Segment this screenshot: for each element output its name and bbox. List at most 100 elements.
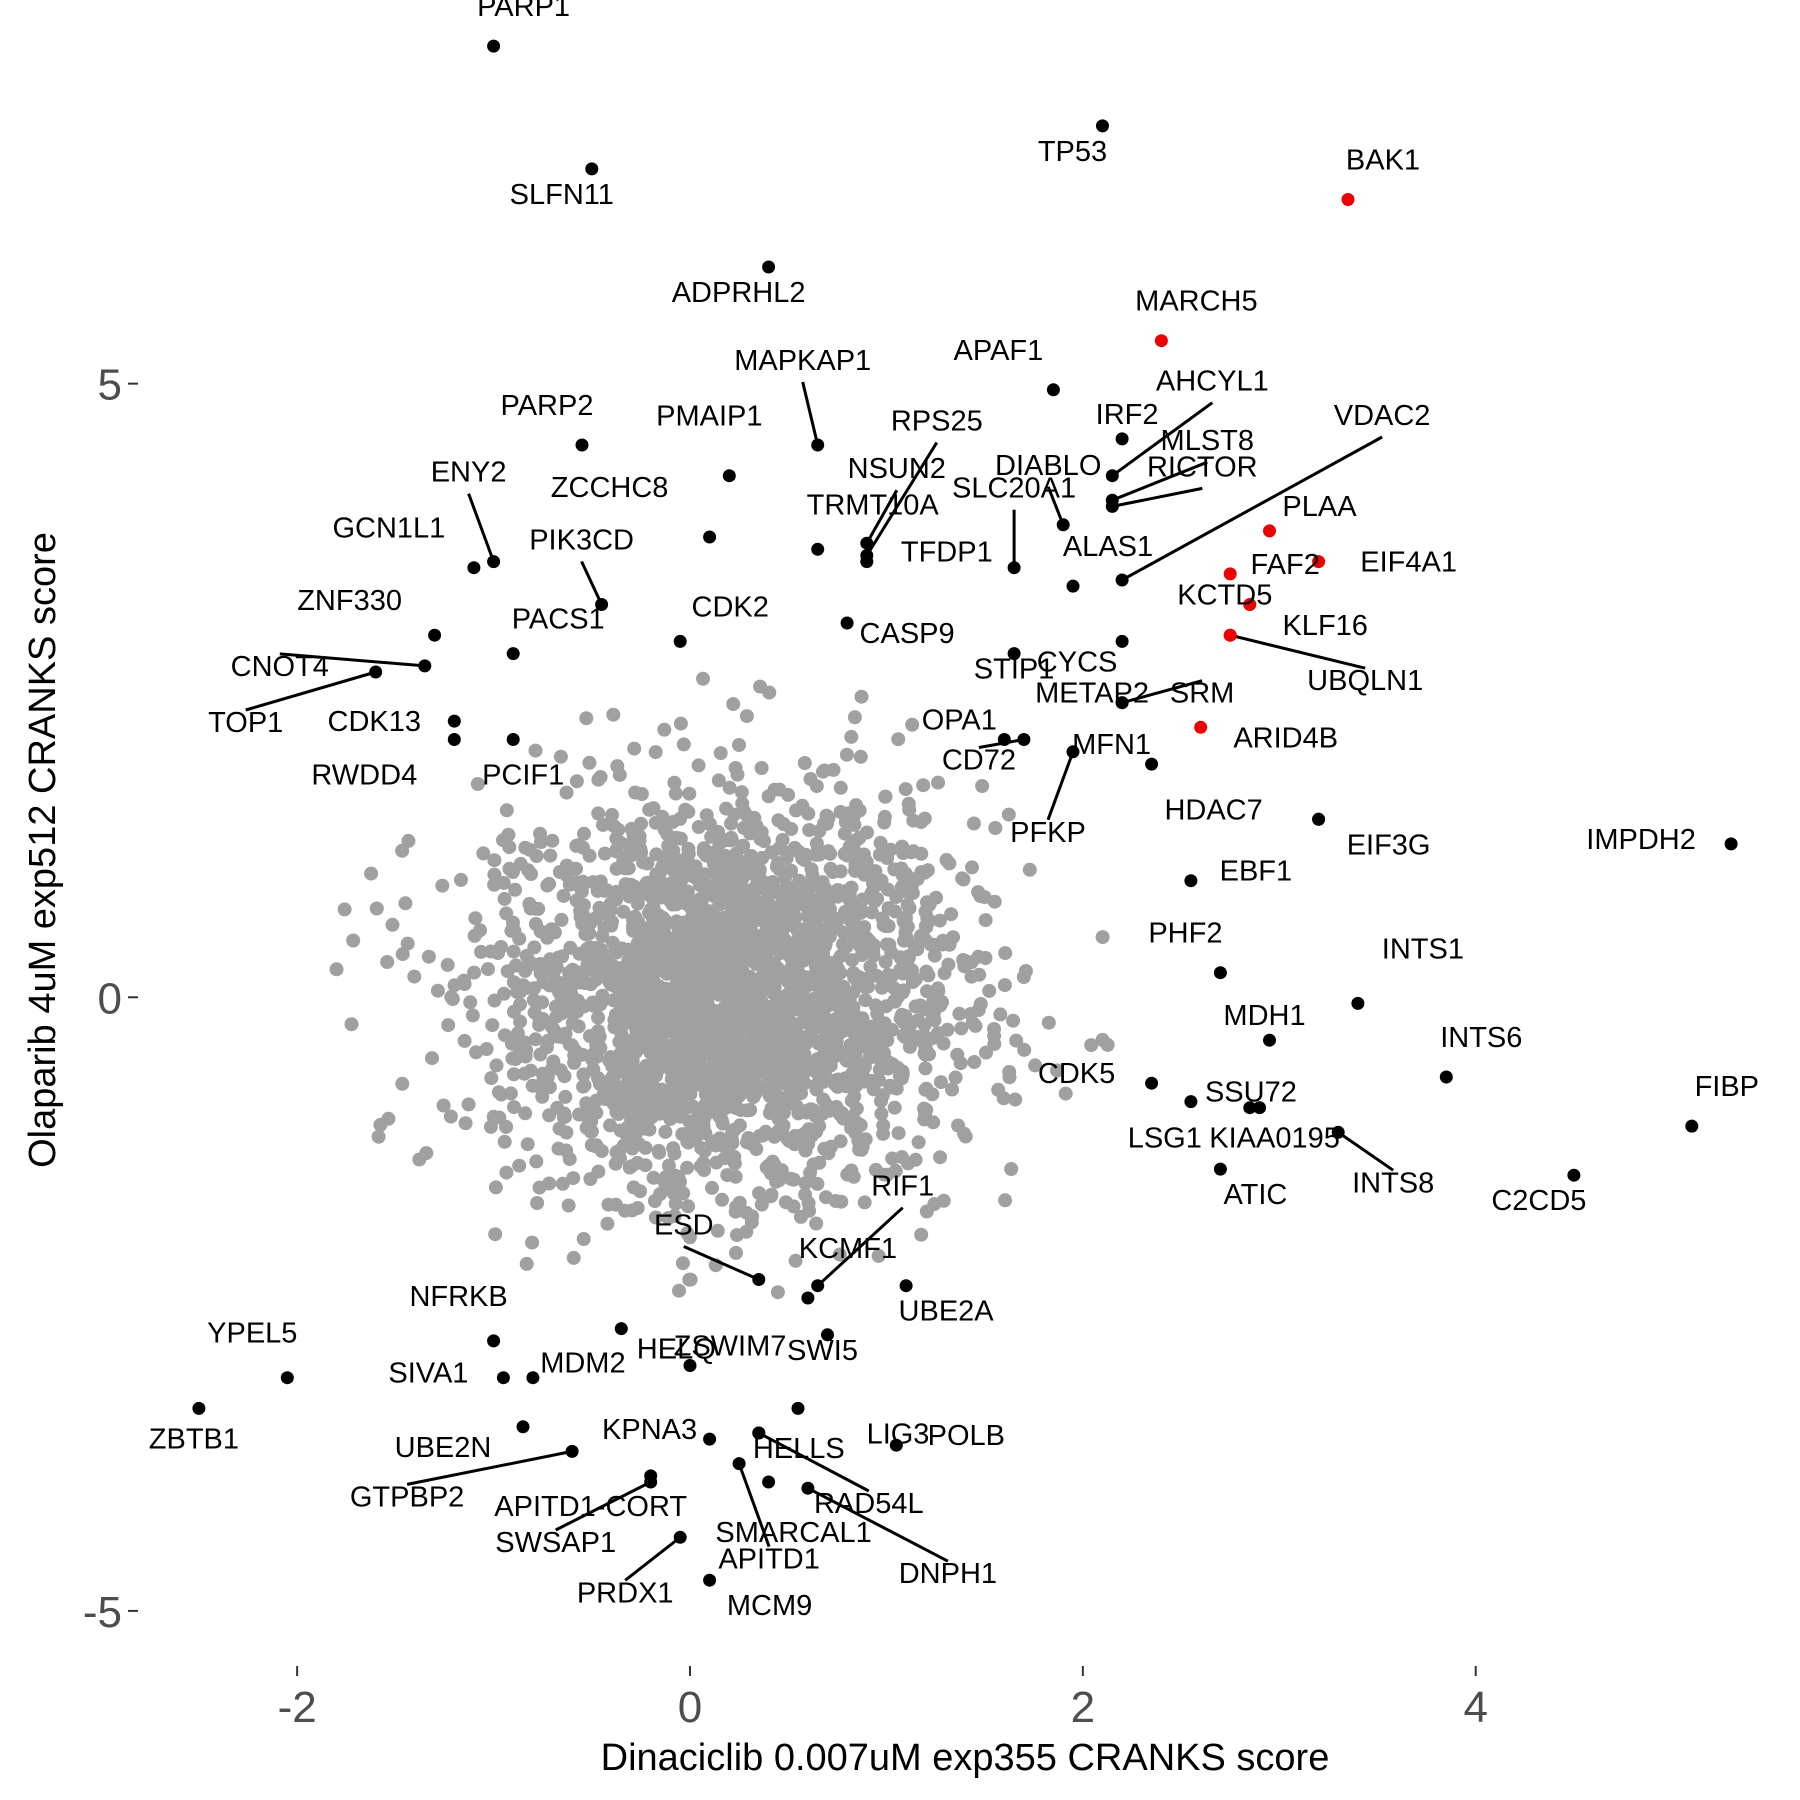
background-point (905, 975, 920, 989)
background-point (982, 983, 997, 998)
background-point (665, 948, 680, 962)
background-point (543, 957, 557, 972)
background-point (919, 964, 934, 979)
background-point (512, 1158, 527, 1173)
data-point (1007, 647, 1021, 661)
background-point (787, 1137, 802, 1152)
background-point (752, 1186, 767, 1201)
background-point (664, 1072, 679, 1087)
leader-line (737, 1463, 771, 1548)
data-point (1312, 812, 1326, 826)
background-point (505, 1051, 520, 1066)
background-point (569, 861, 583, 876)
background-point (948, 1070, 963, 1085)
background-point (803, 880, 817, 894)
background-point (865, 943, 880, 958)
gene-label: NSUN2 (848, 453, 946, 485)
background-point (739, 1205, 754, 1220)
background-point (851, 1133, 866, 1148)
data-point (575, 438, 589, 452)
data-point (1253, 1101, 1267, 1115)
background-point (518, 1049, 533, 1064)
background-point (608, 1156, 623, 1171)
background-point (900, 897, 915, 912)
background-point (810, 1176, 825, 1191)
background-point (963, 1007, 978, 1021)
gene-label: DIABLO (995, 450, 1101, 482)
background-point (965, 860, 979, 875)
background-point (533, 1047, 548, 1062)
gene-label: RWDD4 (311, 760, 417, 792)
gene-label: YPEL5 (207, 1318, 297, 1350)
background-point (848, 858, 863, 872)
background-point (832, 1247, 847, 1262)
x-axis-title: Dinaciclib 0.007uM exp355 CRANKS score (601, 1737, 1330, 1779)
background-point (1084, 1038, 1099, 1053)
background-point (712, 836, 727, 851)
background-point (883, 842, 898, 857)
background-point (702, 930, 716, 945)
background-point (484, 1071, 499, 1086)
data-point (889, 1438, 903, 1452)
data-point (801, 1481, 815, 1495)
gene-label: EIF3G (1347, 829, 1431, 861)
background-point (767, 883, 782, 898)
gene-label: IMPDH2 (1586, 824, 1696, 856)
background-point (839, 1053, 854, 1068)
background-point (649, 847, 664, 862)
gene-label: PLAA (1282, 491, 1357, 523)
data-point (487, 39, 501, 53)
background-point (749, 1077, 764, 1092)
background-point (675, 1256, 690, 1271)
background-point (605, 1059, 620, 1074)
background-point (639, 1118, 654, 1133)
background-point (728, 761, 743, 775)
background-point (595, 988, 610, 1003)
data-point (1145, 1076, 1159, 1090)
background-point (722, 1047, 737, 1062)
background-point (680, 1072, 695, 1087)
gene-label: ADPRHL2 (672, 277, 806, 309)
background-point (817, 1141, 832, 1156)
background-point (666, 1186, 681, 1201)
gene-label: SLFN11 (510, 179, 614, 211)
gene-label: SRM (1170, 678, 1234, 710)
x-tick-label: 2 (1071, 1683, 1095, 1732)
background-point (898, 782, 913, 797)
background-point (616, 1138, 631, 1153)
gene-label: PCIF1 (482, 760, 564, 792)
background-point (691, 949, 706, 964)
background-point (654, 1035, 668, 1050)
background-point (744, 849, 759, 863)
data-point (447, 733, 461, 746)
background-point (857, 1195, 872, 1210)
background-point (485, 1018, 500, 1033)
background-point (802, 823, 817, 837)
gene-label: FAF2 (1251, 549, 1320, 581)
background-point (723, 998, 738, 1013)
gene-label: CNOT4 (231, 651, 329, 683)
background-point (852, 830, 867, 845)
background-point (623, 1036, 638, 1051)
background-point (720, 1092, 735, 1107)
data-point (1184, 874, 1198, 888)
background-point (680, 850, 695, 865)
background-point (447, 978, 462, 993)
background-point (735, 796, 750, 811)
background-point (678, 977, 693, 992)
background-point (682, 1036, 697, 1051)
background-point (858, 993, 873, 1008)
background-point (597, 883, 612, 898)
background-point (799, 1035, 814, 1050)
data-point (752, 1426, 766, 1440)
background-point (964, 969, 979, 984)
background-point (973, 997, 988, 1011)
background-point (754, 976, 769, 990)
background-point (859, 855, 874, 869)
background-point (586, 875, 600, 890)
leader-line (467, 493, 496, 563)
data-point (840, 616, 854, 630)
background-point (344, 1017, 359, 1032)
data-point (1213, 966, 1227, 980)
background-point (444, 989, 459, 1004)
